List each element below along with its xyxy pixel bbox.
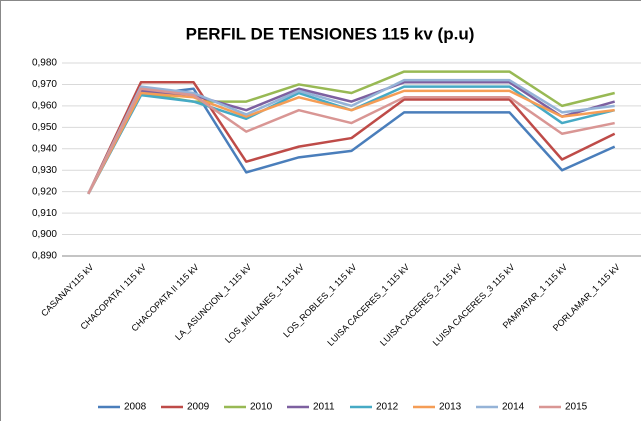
legend-label: 2008 <box>124 402 147 413</box>
series-line <box>87 78 615 195</box>
legend-label: 2014 <box>502 402 525 413</box>
y-tick-label: 0,930 <box>32 165 57 176</box>
legend-label: 2012 <box>376 402 399 413</box>
y-tick-label: 0,910 <box>32 208 57 219</box>
series-line <box>87 81 616 195</box>
legend-label: 2011 <box>313 402 335 413</box>
legend-label: 2009 <box>187 402 210 413</box>
y-tick-label: 0,940 <box>32 143 57 154</box>
y-tick-label: 0,980 <box>32 58 57 69</box>
legend-label: 2010 <box>250 402 273 413</box>
y-tick-label: 0,890 <box>32 251 57 262</box>
legend-label: 2015 <box>565 402 588 413</box>
y-tick-label: 0,960 <box>32 101 57 112</box>
y-tick-label: 0,920 <box>32 186 57 197</box>
series-line <box>87 89 615 195</box>
y-tick-label: 0,950 <box>32 122 57 133</box>
y-tick-label: 0,900 <box>32 229 57 240</box>
chart-title: PERFIL DE TENSIONES 115 kv (p.u) <box>186 24 475 43</box>
legend-label: 2013 <box>439 402 462 413</box>
series-line <box>87 87 615 195</box>
y-tick-label: 0,970 <box>32 79 57 90</box>
